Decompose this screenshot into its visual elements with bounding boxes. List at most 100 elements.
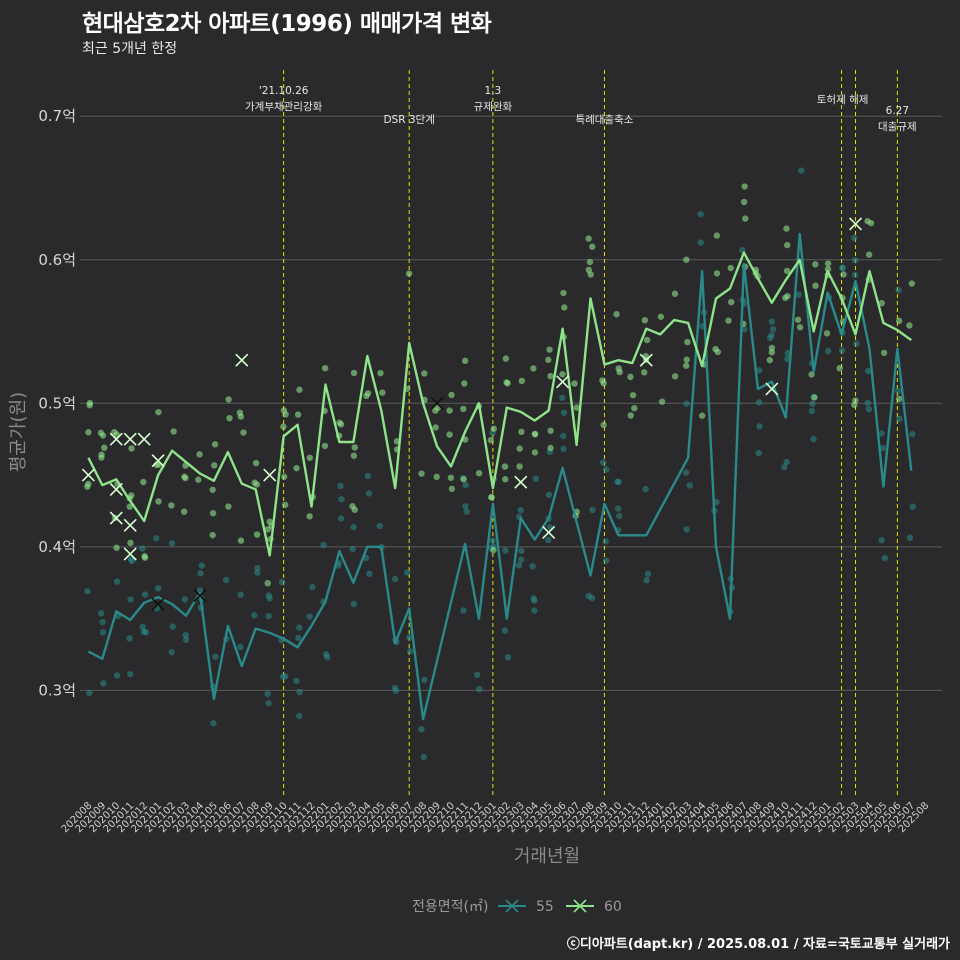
legend-title: 전용면적(㎡) [412, 899, 488, 915]
transaction-point [113, 544, 120, 551]
marker-stroke [151, 454, 165, 468]
transaction-point [418, 726, 425, 733]
transaction-point [323, 651, 330, 658]
transaction-point [798, 167, 805, 174]
event-label: 6.27 [886, 105, 909, 117]
transaction-point [682, 362, 690, 369]
transaction-point [586, 258, 594, 266]
transaction-point [740, 198, 748, 206]
transaction-point [126, 503, 133, 510]
event-label: 토허제 해제 [817, 93, 869, 106]
marker-55 [193, 589, 207, 603]
transaction-point [379, 389, 386, 396]
transaction-point [181, 596, 189, 603]
transaction-point [251, 612, 258, 619]
transaction-point [641, 316, 649, 324]
transaction-point [294, 411, 302, 418]
transaction-point [280, 423, 287, 430]
transaction-point [211, 441, 219, 448]
transaction-point [351, 444, 358, 451]
transaction-point [252, 459, 260, 467]
transaction-point [237, 591, 244, 598]
transaction-point [209, 510, 217, 517]
series-line-55 [87, 232, 913, 721]
transaction-point [839, 264, 846, 272]
transaction-point [878, 430, 885, 437]
transaction-point [168, 502, 175, 509]
transaction-point [530, 595, 537, 602]
transaction-point [600, 459, 607, 466]
marker-stroke [81, 468, 95, 482]
transaction-point [641, 369, 648, 376]
chart-subtitle: 최근 5개년 한정 [82, 41, 178, 57]
y-axis-title: 평균가(원) [8, 392, 29, 472]
transaction-point [531, 607, 538, 614]
marker-stroke [639, 353, 653, 367]
transaction-point [168, 649, 175, 656]
transaction-point [602, 557, 610, 564]
transaction-point [448, 391, 455, 399]
transaction-point [769, 325, 777, 333]
transaction-point [490, 546, 497, 554]
transaction-point [501, 627, 509, 634]
transaction-point [502, 547, 509, 554]
transaction-point [181, 473, 188, 480]
transaction-point [487, 437, 495, 444]
legend-label-55: 55 [536, 899, 554, 915]
transaction-point [501, 463, 509, 470]
transaction-point [461, 357, 469, 365]
transaction-point [560, 409, 568, 416]
transaction-point [237, 537, 245, 544]
transaction-point [253, 531, 261, 538]
transaction-point [713, 232, 721, 239]
marker-stroke [137, 432, 151, 446]
transaction-point [683, 356, 690, 363]
transaction-point [128, 445, 135, 452]
transaction-point [547, 444, 554, 452]
transaction-point [365, 490, 373, 497]
event-label: '21.10.26 [259, 85, 309, 97]
transaction-point [631, 404, 638, 412]
transaction-point [448, 485, 456, 493]
transaction-point [810, 436, 817, 443]
transaction-point [559, 394, 566, 402]
transaction-point [460, 475, 467, 483]
transaction-point [197, 570, 204, 577]
marker-60 [514, 475, 528, 489]
transaction-point [755, 399, 763, 406]
transaction-point [768, 344, 776, 352]
transaction-point [196, 587, 204, 594]
transaction-point [824, 265, 832, 273]
transaction-point [364, 472, 372, 480]
transaction-point [784, 350, 791, 357]
transaction-point [265, 612, 272, 620]
transaction-point [851, 271, 859, 279]
transaction-point [180, 508, 188, 515]
transaction-point [840, 271, 847, 278]
transaction-point [461, 380, 468, 387]
transaction-point [253, 481, 261, 488]
marker-stroke [765, 382, 779, 396]
marker-stroke [123, 432, 137, 446]
transaction-point [768, 332, 775, 339]
transaction-point [209, 531, 216, 539]
transaction-point [98, 451, 105, 458]
transaction-point [895, 317, 903, 325]
transaction-point [865, 367, 872, 375]
transaction-point [560, 432, 567, 440]
transaction-point [264, 690, 271, 697]
transaction-point [476, 685, 483, 693]
transaction-point [490, 425, 497, 432]
transaction-point [447, 474, 455, 481]
transaction-point [418, 470, 425, 477]
transaction-point [460, 607, 467, 614]
transaction-point [462, 503, 469, 510]
transaction-point [697, 239, 704, 246]
transaction-point [782, 294, 789, 302]
transaction-point [265, 700, 272, 707]
transaction-point [128, 557, 136, 565]
transaction-point [517, 556, 525, 563]
transaction-point [421, 370, 428, 377]
marker-60 [123, 547, 137, 561]
transaction-point [629, 391, 637, 399]
